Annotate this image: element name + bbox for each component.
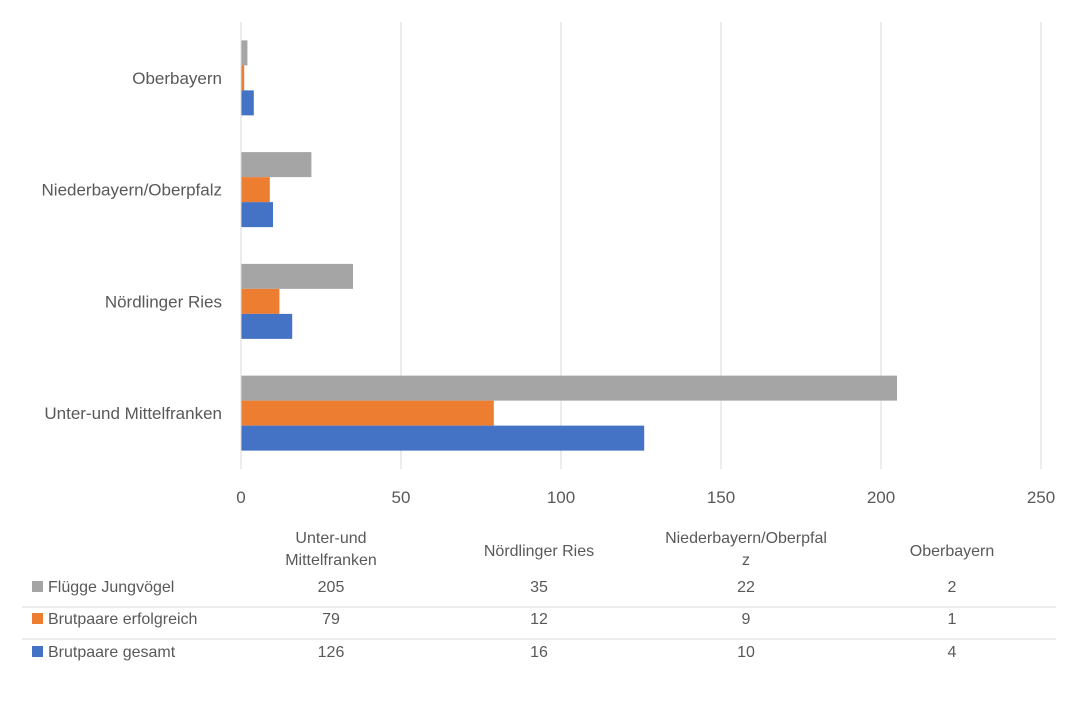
table-cell: 16 [530,644,548,661]
category-label: Niederbayern/Oberpfalz [42,181,222,200]
table-cell: 35 [530,579,548,596]
x-tick-label: 150 [707,488,735,507]
bar-brutpaare-gesamt-oberbayern [241,90,254,116]
legend-swatch-brutpaare-erfolgreich [32,613,43,624]
x-tick-labels: 0 50 100 150 200 250 [236,488,1055,507]
legend-swatch-fl-gge-jungv-gel [32,581,43,592]
x-tick-label: 50 [392,488,411,507]
table-cell: 22 [737,579,755,596]
category-label: Oberbayern [132,69,222,88]
bar-brutpaare-gesamt-niederbayern-oberpfalz [241,202,273,228]
bar-brutpaare-erfolgreich-niederbayern-oberpfalz [241,177,270,203]
table-cell: 1 [948,611,957,628]
legend-label: Brutpaare gesamt [48,644,176,661]
bar-fl-gge-jungv-gel-oberbayern [241,40,248,66]
table-cell: 79 [322,611,340,628]
x-tick-label: 200 [867,488,895,507]
table-cell: 10 [737,644,755,661]
legend-label: Flügge Jungvögel [48,579,174,596]
table-cell: 126 [318,644,345,661]
table-header: Nördlinger Ries [484,543,594,560]
x-tick-label: 0 [236,488,245,507]
bar-fl-gge-jungv-gel-n-rdlinger-ries [241,263,353,289]
legend-label: Brutpaare erfolgreich [48,611,197,628]
table-header: Oberbayern [910,543,995,560]
x-tick-label: 250 [1027,488,1055,507]
bar-brutpaare-gesamt-n-rdlinger-ries [241,313,293,339]
bar-brutpaare-gesamt-unter-und-mittelfranken [241,425,645,451]
table-header: Niederbayern/Oberpfal z [665,530,827,569]
bar-brutpaare-erfolgreich-oberbayern [241,65,245,91]
table-cell: 205 [318,579,345,596]
category-labels: Unter-und Mittelfranken Nördlinger Ries Ni… [42,69,222,423]
bar-fl-gge-jungv-gel-niederbayern-oberpfalz [241,152,312,178]
bar-brutpaare-erfolgreich-n-rdlinger-ries [241,288,280,314]
table-cell: 4 [948,644,957,661]
bar-fl-gge-jungv-gel-unter-und-mittelfranken [241,375,897,401]
category-label: Nördlinger Ries [105,292,222,311]
table-cell: 9 [742,611,751,628]
x-tick-label: 100 [547,488,575,507]
bars [241,40,897,451]
table-header: Unter-und Mittelfranken [285,530,377,569]
gridlines [400,22,1042,469]
table-cell: 12 [530,611,548,628]
category-label: Unter-und Mittelfranken [44,404,222,423]
legend-swatch-brutpaare-gesamt [32,646,43,657]
bar-brutpaare-erfolgreich-unter-und-mittelfranken [241,400,494,426]
table-cell: 2 [948,579,957,596]
data-table: Unter-und Mittelfranken Nördlinger Ries Nie… [22,530,1056,661]
